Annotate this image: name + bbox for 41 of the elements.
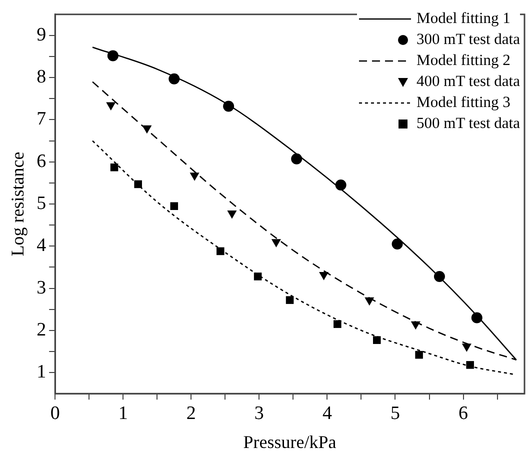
point [227,210,237,219]
x-tick-label: 1 [118,402,128,424]
point [170,202,178,210]
x-axis-title: Pressure/kPa [243,432,336,452]
x-tick-label: 2 [186,402,196,424]
point [291,153,302,164]
y-tick-label: 6 [36,150,46,172]
legend-label: 500 mT test data [416,114,520,134]
y-tick-label: 8 [36,66,46,88]
line-series [92,140,514,375]
y-tick-label: 9 [36,24,46,46]
legend-label: Model fitting 2 [416,51,510,71]
y-tick-label: 1 [36,362,46,383]
point [286,296,294,304]
point [110,163,118,172]
y-tick-label: 2 [36,319,46,340]
x-tick-label: 3 [254,402,264,424]
y-tick-label: 5 [36,192,46,214]
x-tick-label: 4 [322,402,332,424]
point [392,238,403,250]
y-tick-label: 3 [36,277,46,298]
legend-label: Model fitting 1 [416,9,510,29]
legend-label: Model fitting 3 [416,93,510,113]
x-tick-label: 0 [50,402,60,424]
point [462,344,472,352]
point [372,336,381,344]
point [334,320,342,328]
y-axis-title: Log resistance [8,152,28,256]
point [466,361,474,369]
point [271,239,281,248]
point [190,172,200,181]
x-tick-label: 5 [390,402,400,424]
point [106,102,116,110]
point [319,272,329,280]
legend-label: 300 mT test data [416,30,520,50]
y-tick-label: 4 [36,235,47,256]
legend-label: 400 mT test data [416,72,520,92]
point [216,247,224,256]
x-tick-label: 6 [458,402,468,424]
y-tick-label: 7 [36,108,46,130]
point [415,350,423,359]
